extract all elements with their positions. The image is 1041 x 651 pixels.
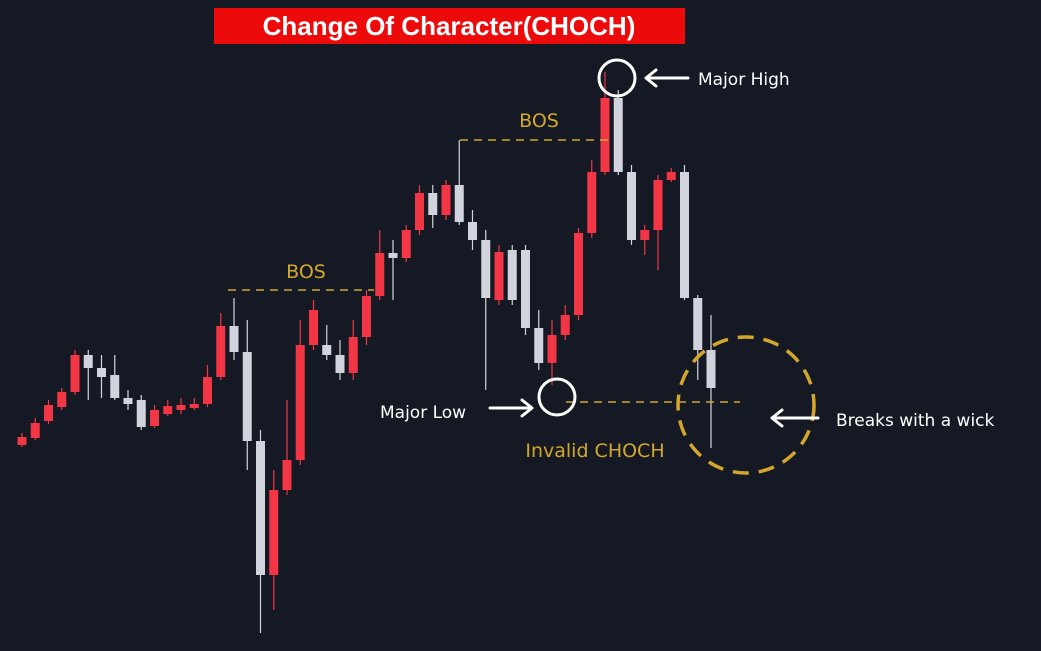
candle-body [600, 98, 610, 172]
candle-body [83, 355, 93, 368]
candle-body [547, 335, 557, 363]
candle-body [136, 400, 146, 427]
levels: BOS BOS Invalid CHOCH [228, 110, 740, 462]
candle-body [454, 185, 464, 222]
annotation: Breaks with a wick [836, 411, 995, 431]
arrow [644, 68, 690, 88]
candle-body [256, 441, 265, 575]
candle-body [560, 315, 570, 335]
level-label: BOS [286, 261, 326, 283]
candle-body [362, 296, 371, 337]
candle-body [216, 326, 226, 377]
candle-body [322, 345, 332, 355]
candle-body [680, 172, 689, 298]
candle-body [97, 368, 106, 377]
candle-body [627, 172, 636, 240]
annotation: Major High [698, 70, 790, 90]
high-circle [597, 58, 637, 98]
candle-body [44, 405, 53, 421]
candle-body [401, 230, 411, 258]
candle-body [507, 250, 517, 300]
title-box [214, 8, 685, 44]
candle-body [375, 253, 385, 296]
level-label: BOS [519, 110, 559, 132]
arrows [488, 68, 820, 428]
candle-body [428, 193, 438, 215]
candle-body [468, 222, 477, 240]
candle-body [415, 193, 424, 230]
chart-title: Change Of Character(CHOCH) [263, 11, 636, 41]
candle-body [229, 326, 239, 352]
candle-body [534, 328, 544, 363]
candle-body [269, 490, 279, 575]
candle-body [348, 337, 358, 373]
candle-body [494, 252, 504, 300]
candle-body [521, 250, 530, 328]
candle-body [110, 375, 120, 398]
low-circle [537, 377, 577, 417]
candle-body [653, 180, 663, 230]
candle-body [163, 406, 173, 414]
candle-body [388, 253, 398, 258]
candle-body [640, 230, 650, 240]
candle-body [203, 377, 212, 404]
candle-body [295, 345, 305, 460]
candle-body [282, 460, 292, 490]
candle-body [335, 355, 345, 373]
candle-body [30, 423, 40, 438]
candle-body [150, 410, 159, 426]
candle-body [189, 404, 199, 408]
arrow [488, 398, 534, 418]
candle-body [481, 240, 491, 298]
candle-body [693, 298, 703, 350]
candle-body [123, 398, 133, 404]
arrow [770, 408, 820, 428]
wick-circle [676, 335, 816, 475]
annotation: Major Low [380, 403, 466, 423]
candle-body [70, 355, 80, 392]
candle-body [706, 350, 716, 388]
candle-body [176, 405, 186, 410]
candle-body [57, 392, 67, 407]
candle-body [587, 172, 597, 233]
candle-body [574, 233, 583, 315]
level-label: Invalid CHOCH [525, 440, 664, 462]
candle-body [17, 437, 27, 445]
candle-body [613, 98, 623, 172]
candle-body [309, 310, 318, 345]
candle-body [441, 185, 451, 215]
candle-body [242, 352, 252, 441]
candle-body [666, 172, 676, 180]
candles [17, 72, 716, 633]
